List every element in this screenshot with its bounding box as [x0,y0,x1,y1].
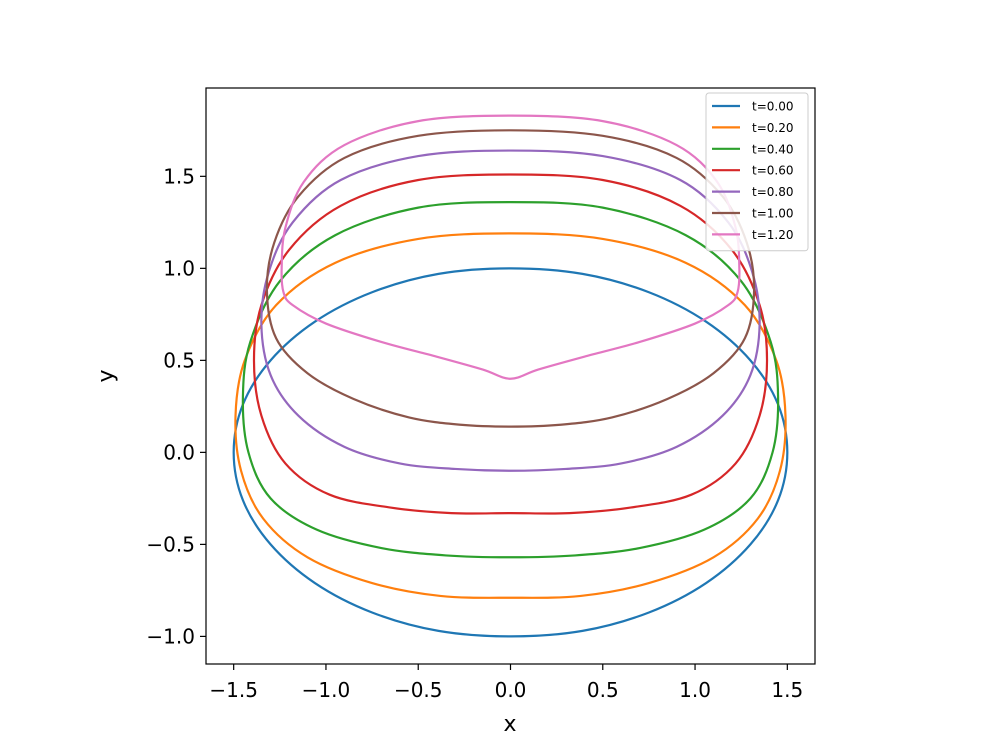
y-tick-label: 0.5 [163,348,195,372]
legend: t=0.00 t=0.20 t=0.40 t=0.60 t=0.80 t=1.00 t=1.… [705,92,809,252]
series-line-0 [232,267,789,638]
x-tick-label: −1.5 [209,678,258,702]
y-tick-label: 0.0 [163,440,195,464]
y-axis-label: y [94,369,119,382]
x-tick-label: 0.0 [495,678,527,702]
series-line-3 [252,173,769,515]
legend-box [705,92,809,252]
x-axis: −1.5 −1.0 −0.5 0.0 0.5 1.0 1.5 [209,664,803,702]
legend-label-6: t=1.20 [752,228,793,242]
x-axis-label: x [503,712,516,737]
y-axis: −1.0 −0.5 0.0 0.5 1.0 1.5 [146,164,206,648]
x-tick-label: 0.5 [587,678,619,702]
legend-label-3: t=0.60 [752,164,793,178]
legend-label-1: t=0.20 [752,121,793,135]
y-tick-label: −0.5 [146,532,195,556]
series-layer [232,114,789,638]
x-tick-label: 1.0 [679,678,711,702]
series-line-1 [234,232,787,599]
y-tick-label: −1.0 [146,624,195,648]
x-tick-label: −0.5 [394,678,443,702]
legend-label-4: t=0.80 [752,185,793,199]
series-line-2 [241,201,780,559]
y-tick-label: 1.5 [163,164,195,188]
x-tick-label: 1.5 [771,678,803,702]
legend-label-5: t=1.00 [752,207,793,221]
y-tick-label: 1.0 [163,256,195,280]
legend-label-2: t=0.40 [752,142,793,156]
x-tick-label: −1.0 [302,678,351,702]
legend-label-0: t=0.00 [752,100,793,114]
